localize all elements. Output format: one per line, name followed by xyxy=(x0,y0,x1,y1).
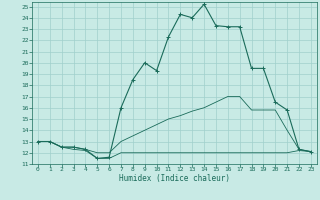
X-axis label: Humidex (Indice chaleur): Humidex (Indice chaleur) xyxy=(119,174,230,183)
